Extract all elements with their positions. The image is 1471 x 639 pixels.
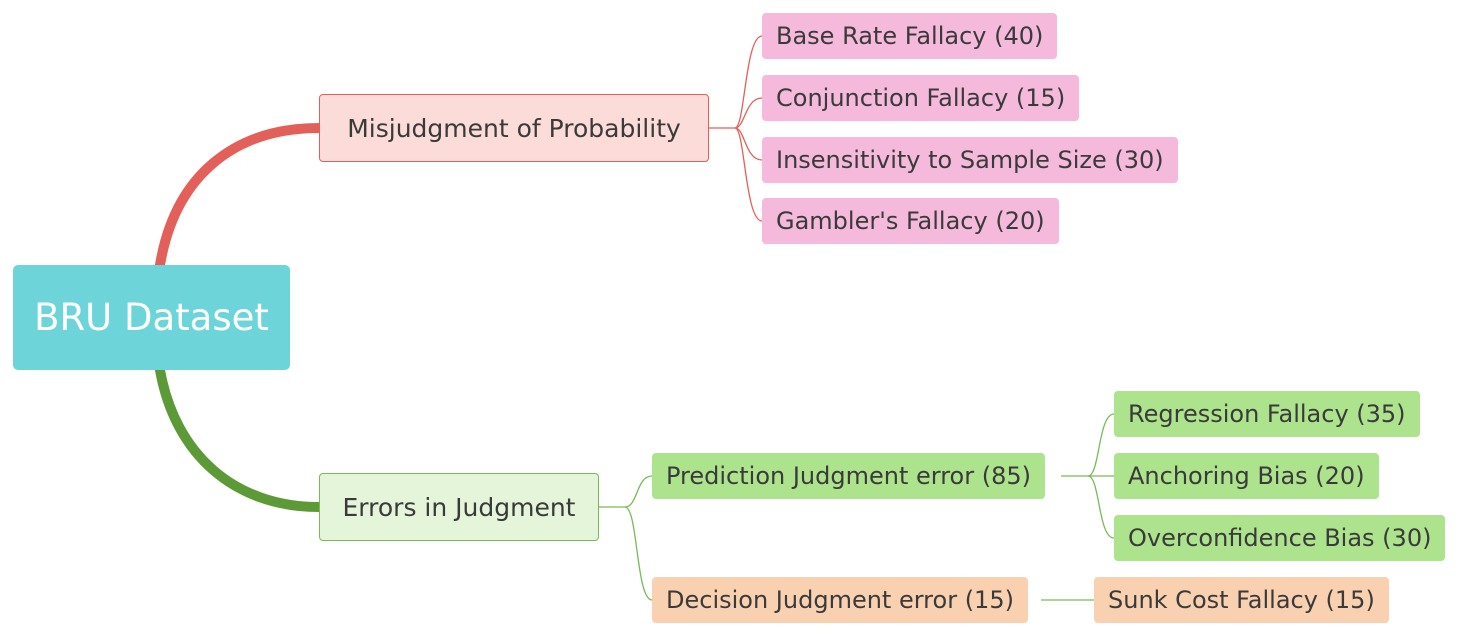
subbranch-decision-judgment-error[interactable]: Decision Judgment error (15)	[652, 577, 1028, 623]
connector-misjudgment-leaves	[709, 35, 763, 222]
leaf-label: Anchoring Bias (20)	[1128, 462, 1365, 490]
leaf-label: Conjunction Fallacy (15)	[776, 84, 1066, 112]
leaf-base-rate-fallacy[interactable]: Base Rate Fallacy (40)	[762, 13, 1058, 59]
leaf-gamblers-fallacy[interactable]: Gambler's Fallacy (20)	[762, 198, 1059, 244]
leaf-label: Regression Fallacy (35)	[1128, 400, 1406, 428]
root-node[interactable]: BRU Dataset	[13, 265, 290, 370]
leaf-conjunction-fallacy[interactable]: Conjunction Fallacy (15)	[762, 75, 1080, 121]
leaf-overconfidence-bias[interactable]: Overconfidence Bias (30)	[1114, 515, 1446, 561]
leaf-sunk-cost-fallacy[interactable]: Sunk Cost Fallacy (15)	[1094, 577, 1389, 623]
branch-label: Misjudgment of Probability	[347, 113, 681, 143]
leaf-insensitivity-to-sample-size[interactable]: Insensitivity to Sample Size (30)	[762, 137, 1178, 183]
branch-misjudgment-of-probability[interactable]: Misjudgment of Probability	[319, 94, 709, 162]
connector-root-to-errors	[155, 365, 324, 512]
leaf-label: Insensitivity to Sample Size (30)	[776, 146, 1164, 174]
branch-label: Errors in Judgment	[342, 492, 576, 522]
subbranch-prediction-judgment-error[interactable]: Prediction Judgment error (85)	[652, 453, 1046, 499]
leaf-label: Base Rate Fallacy (40)	[776, 22, 1044, 50]
subbranch-label: Prediction Judgment error (85)	[666, 462, 1032, 490]
root-label: BRU Dataset	[34, 296, 269, 339]
leaf-anchoring-bias[interactable]: Anchoring Bias (20)	[1114, 453, 1379, 499]
connector-root-to-misjudgment	[155, 123, 324, 270]
leaf-label: Overconfidence Bias (30)	[1128, 524, 1432, 552]
leaf-label: Gambler's Fallacy (20)	[776, 207, 1045, 235]
subbranch-label: Decision Judgment error (15)	[666, 586, 1014, 614]
connector-errors-children	[599, 475, 653, 601]
connector-prediction-leaves	[1061, 413, 1115, 539]
branch-errors-in-judgment[interactable]: Errors in Judgment	[319, 473, 599, 541]
leaf-regression-fallacy[interactable]: Regression Fallacy (35)	[1114, 391, 1420, 437]
leaf-label: Sunk Cost Fallacy (15)	[1108, 586, 1375, 614]
